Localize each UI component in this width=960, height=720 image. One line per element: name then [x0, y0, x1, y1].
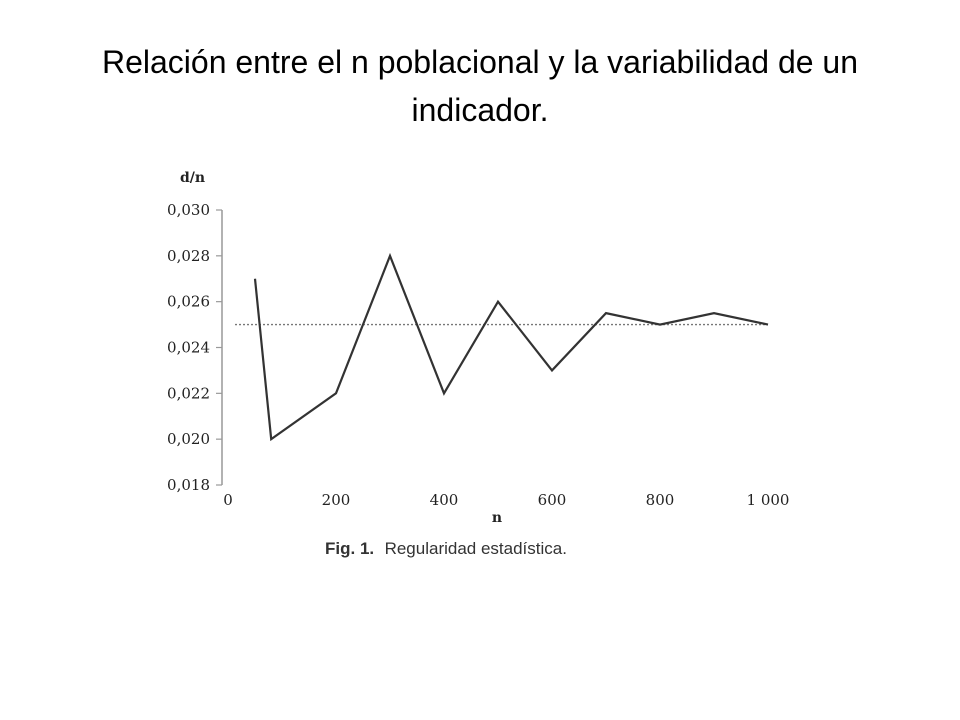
y-tick-label: 0,026	[167, 293, 210, 311]
x-tick-label: 0	[223, 491, 233, 509]
y-tick-label: 0,024	[167, 339, 210, 357]
x-axis-ticks: 0 200 400 600 800 1 000	[223, 491, 789, 509]
caption-text: Regularidad estadística.	[385, 539, 567, 558]
x-tick-label: 600	[538, 491, 567, 509]
x-axis-label: n	[492, 510, 502, 526]
data-points	[254, 255, 769, 440]
figure-caption: Fig. 1. Regularidad estadística.	[325, 539, 567, 558]
x-tick-label: 200	[322, 491, 351, 509]
x-tick-label: 800	[646, 491, 675, 509]
series-line	[253, 252, 769, 442]
y-axis-label: d/n	[180, 170, 205, 186]
y-axis-ticks: 0,018 0,020 0,022 0,024 0,026 0,028 0,030	[167, 201, 222, 494]
x-tick-label: 400	[430, 491, 459, 509]
y-tick-label: 0,018	[167, 476, 210, 494]
x-tick-label: 1 000	[747, 491, 790, 509]
caption-prefix: Fig. 1.	[325, 539, 374, 558]
y-tick-label: 0,028	[167, 247, 210, 265]
y-tick-label: 0,030	[167, 201, 210, 219]
y-tick-label: 0,022	[167, 384, 210, 402]
slide-title: Relación entre el n poblacional y la var…	[101, 44, 859, 128]
y-tick-label: 0,020	[167, 430, 210, 448]
